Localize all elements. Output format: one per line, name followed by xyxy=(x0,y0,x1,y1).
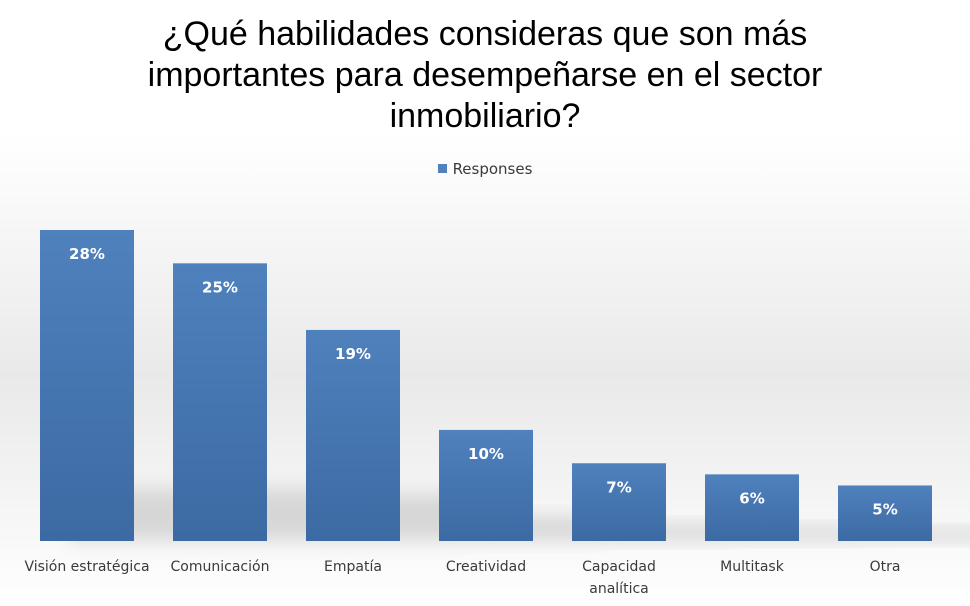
bar-value-label: 7% xyxy=(606,478,631,496)
bar xyxy=(572,463,666,541)
category-label: Capacidad analítica xyxy=(582,559,656,597)
bars xyxy=(40,230,932,541)
bar xyxy=(439,429,533,541)
chart-title-line: inmobiliario? xyxy=(389,97,581,135)
chart-title-line: importantes para desempeñarse en el sect… xyxy=(147,56,823,94)
category-label: Otra xyxy=(870,559,901,575)
category-label-line: Multitask xyxy=(720,559,785,575)
category-label: Empatía xyxy=(324,559,382,575)
bar-value-label: 19% xyxy=(335,345,371,363)
bar xyxy=(306,329,400,541)
category-label-line: Empatía xyxy=(324,559,382,575)
category-labels: Visión estratégica Comunicación Empatía Cre… xyxy=(24,559,900,597)
legend-swatch xyxy=(437,163,447,173)
bar xyxy=(838,485,932,541)
category-label-line: Comunicación xyxy=(171,559,270,575)
category-label-line: Visión estratégica xyxy=(24,559,149,575)
bar xyxy=(40,230,134,541)
legend: Responses xyxy=(0,160,970,178)
category-label: Visión estratégica xyxy=(24,559,149,575)
bar-value-label: 25% xyxy=(202,278,238,296)
category-label: Creatividad xyxy=(446,559,526,575)
bar-value-label: 10% xyxy=(468,445,504,463)
category-label-line: Capacidad xyxy=(582,559,656,575)
chart-title: ¿Qué habilidades consideras que son más … xyxy=(60,14,910,137)
category-label: Comunicación xyxy=(171,559,270,575)
bar-value-label: 5% xyxy=(872,500,897,518)
bar-value-labels: 28% 25% 19% 10% 7% 6% 5% xyxy=(69,245,898,518)
category-label-line: analítica xyxy=(589,581,648,597)
bar-value-label: 6% xyxy=(739,489,764,507)
legend-label: Responses xyxy=(452,160,533,178)
category-label-line: Otra xyxy=(870,559,901,575)
bar-value-label: 28% xyxy=(69,245,105,263)
bar xyxy=(173,263,267,541)
category-label-line: Creatividad xyxy=(446,559,526,575)
bar xyxy=(705,474,799,541)
category-label: Multitask xyxy=(720,559,785,575)
chart-title-line: ¿Qué habilidades consideras que son más xyxy=(162,15,808,53)
